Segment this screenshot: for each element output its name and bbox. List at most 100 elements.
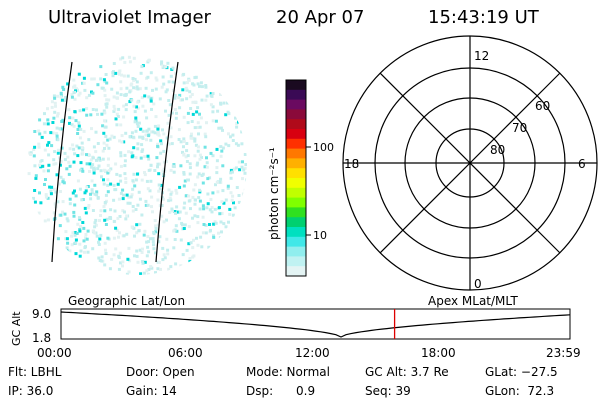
emission-pixel [170,207,174,211]
emission-pixel [226,110,230,114]
emission-pixel [201,181,205,185]
emission-pixel [172,163,176,167]
emission-pixel [175,191,179,195]
emission-pixel [93,183,97,187]
emission-pixel [33,200,37,204]
emission-pixel [147,127,151,131]
emission-pixel [90,77,94,81]
emission-pixel [47,141,51,145]
emission-pixel [105,81,109,85]
emission-pixel [59,175,63,179]
emission-pixel [119,93,123,97]
emission-pixel [243,166,247,170]
emission-pixel [240,142,244,146]
emission-pixel [99,169,103,173]
colorbar-segment [286,246,306,257]
emission-pixel [185,160,189,163]
emission-pixel [143,171,146,174]
emission-pixel [112,62,116,65]
emission-pixel [63,151,67,155]
emission-pixel [71,231,75,235]
emission-pixel [140,65,144,69]
emission-pixel [118,215,122,218]
emission-pixel [140,260,144,263]
emission-pixel [162,149,166,153]
emission-pixel [179,164,183,168]
emission-pixel [61,200,65,204]
emission-pixel [98,259,102,262]
emission-pixel [191,255,195,259]
emission-pixel [125,214,129,218]
emission-pixel [59,163,62,167]
emission-pixel [64,99,68,102]
colorbar-segment [286,266,306,277]
emission-pixel [59,91,63,95]
emission-pixel [56,151,60,155]
lat-label-80: 80 [490,143,505,157]
emission-pixel [115,123,119,127]
emission-pixel [27,172,31,176]
emission-pixel [68,164,72,168]
emission-pixel [162,220,166,224]
emission-pixel [135,80,139,84]
emission-pixel [122,115,126,119]
emission-pixel [131,135,135,139]
emission-pixel [90,191,94,195]
emission-pixel [112,198,116,202]
emission-pixel [188,172,192,176]
emission-pixel [177,138,181,141]
emission-pixel [92,168,96,172]
emission-pixel [101,149,105,153]
emission-pixel [118,69,122,73]
emission-pixel [102,131,106,135]
emission-pixel [100,86,104,90]
emission-pixel [198,153,202,157]
emission-pixel [89,192,92,196]
emission-pixel [131,209,135,213]
emission-pixel [191,216,194,220]
emission-pixel [229,168,233,172]
emission-pixel [47,218,50,222]
emission-pixel [117,107,121,111]
emission-pixel [140,143,144,147]
emission-pixel [161,246,165,250]
emission-pixel [112,183,116,187]
emission-pixel [201,231,205,235]
emission-pixel [78,217,82,221]
emission-pixel [70,93,74,97]
emission-pixel [95,234,99,238]
emission-pixel [66,219,70,223]
emission-pixel [219,154,223,158]
emission-pixel [201,204,205,208]
emission-pixel [92,166,96,170]
emission-pixel [219,220,223,224]
emission-pixel [153,219,157,222]
instrument-title: Ultraviolet Imager [48,7,211,28]
emission-pixel [172,229,176,233]
emission-pixel [91,156,95,160]
emission-pixel [32,154,36,158]
emission-pixel [196,221,200,225]
emission-pixel [38,191,41,195]
emission-pixel [182,152,186,156]
emission-pixel [136,87,140,91]
emission-pixel [80,141,84,145]
emission-pixel [147,268,151,271]
emission-pixel [173,108,177,111]
emission-pixel [106,163,110,167]
emission-pixel [185,149,189,153]
emission-pixel [219,145,223,149]
emission-pixel [166,121,170,125]
mlt-diagonal-2 [379,72,561,254]
colorbar-segment [286,256,306,267]
emission-pixel [156,267,160,271]
emission-pixel [79,249,83,253]
emission-pixel [200,156,203,159]
emission-pixel [132,104,136,108]
emission-pixel [50,144,54,148]
emission-pixel [203,165,207,169]
emission-pixel [147,240,151,244]
timeline-left-title: Geographic Lat/Lon [68,294,185,308]
emission-pixel [102,205,106,209]
